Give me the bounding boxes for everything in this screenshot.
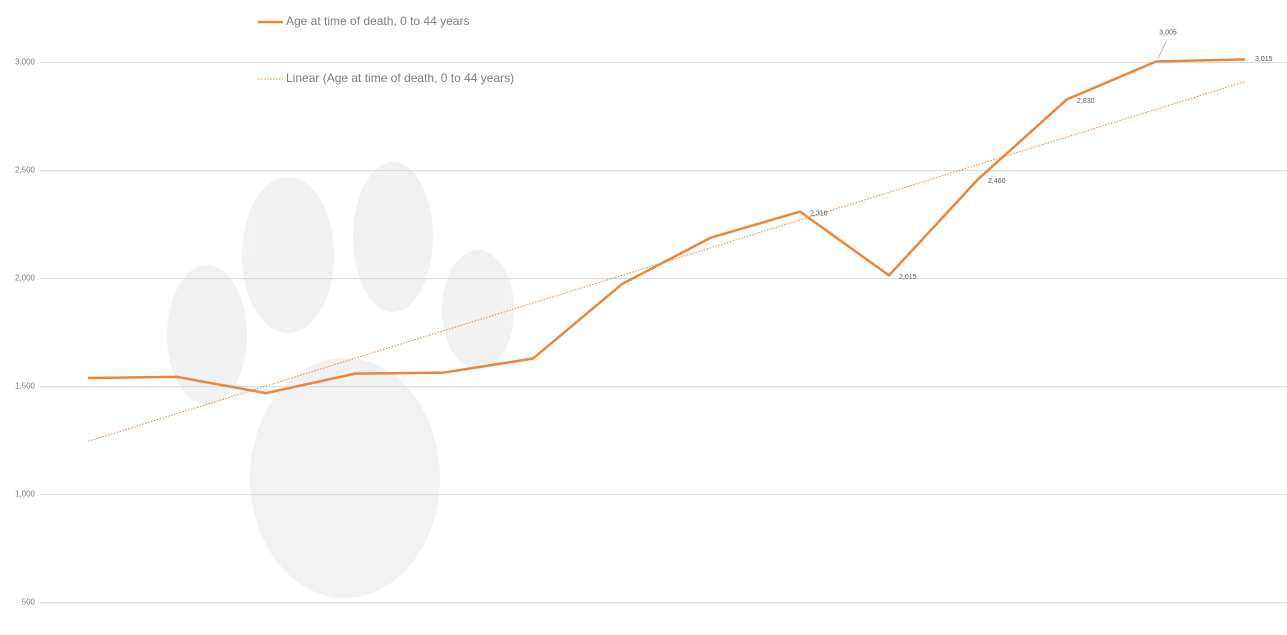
data-label: 2,015 [899, 274, 917, 281]
y-tick-label: 2,500 [15, 166, 36, 175]
y-tick-label: 2,000 [15, 274, 36, 283]
y-tick-label: 1,000 [15, 490, 36, 499]
trendline [87, 81, 1246, 442]
series-line [87, 58, 1246, 395]
label-leader [1157, 41, 1167, 59]
data-label: 3,015 [1255, 56, 1273, 63]
paw-pad [250, 358, 440, 598]
paw-toe [242, 177, 334, 333]
data-label: 2,310 [810, 211, 828, 218]
paw-toe [353, 162, 433, 312]
data-label: 3,005 [1159, 29, 1177, 36]
paw-toe [442, 250, 514, 370]
y-tick-label: 1,500 [15, 382, 36, 391]
background-art [167, 162, 514, 598]
y-tick-label: 500 [22, 598, 36, 607]
legend: Age at time of death, 0 to 44 years Line… [258, 14, 514, 85]
legend-label: Age at time of death, 0 to 44 years [286, 14, 469, 28]
grid: 500 1,000 1,500 2,000 2,500 3,000 [15, 58, 1287, 607]
plot: 2,310 2,015 2,460 2,830 3,005 3,015 [87, 29, 1273, 442]
legend-label: Linear (Age at time of death, 0 to 44 ye… [286, 71, 514, 85]
data-label: 2,460 [988, 178, 1006, 185]
paw-toe [167, 265, 247, 405]
data-label: 2,830 [1077, 98, 1095, 105]
y-tick-label: 3,000 [15, 58, 36, 67]
